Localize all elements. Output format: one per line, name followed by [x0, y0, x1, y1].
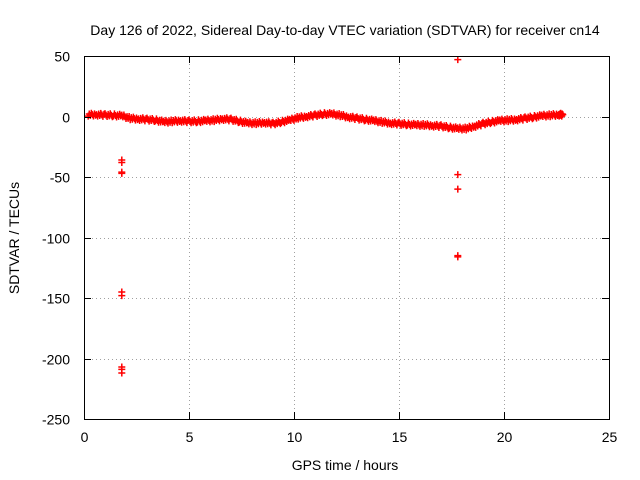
grid-lines — [84, 56, 609, 419]
x-tick-label: 5 — [186, 429, 194, 445]
y-tick-label: -200 — [42, 352, 70, 368]
y-tick-label: -100 — [42, 231, 70, 247]
y-tick-label: -150 — [42, 291, 70, 307]
x-tick-label: 15 — [392, 429, 408, 445]
data-point — [559, 111, 567, 119]
x-tick-label: 25 — [602, 429, 618, 445]
plot-frame — [84, 56, 610, 420]
axis-ticks: 0 5 10 15 20 25 -250 -200 -150 -100 -50 0 50 — [42, 49, 618, 446]
x-tick-label: 20 — [497, 429, 513, 445]
chart-title: Day 126 of 2022, Sidereal Day-to-day VTE… — [90, 22, 600, 38]
outlier-point — [454, 56, 462, 64]
y-axis-label: SDTVAR / TECUs — [6, 182, 22, 294]
data-points — [84, 56, 567, 377]
x-axis-label: GPS time / hours — [292, 457, 399, 473]
outlier-point — [118, 292, 126, 300]
outlier-point — [454, 185, 462, 193]
outlier-point — [118, 158, 126, 166]
outlier-point — [454, 253, 462, 261]
x-tick-label: 10 — [287, 429, 303, 445]
y-tick-label: 0 — [62, 110, 70, 126]
y-tick-label: -50 — [50, 170, 70, 186]
y-tick-label: -250 — [42, 412, 70, 428]
outlier-point — [118, 169, 126, 177]
outlier-point — [454, 171, 462, 179]
x-tick-label: 0 — [81, 429, 89, 445]
outlier-point — [118, 369, 126, 377]
y-tick-label: 50 — [54, 49, 70, 65]
